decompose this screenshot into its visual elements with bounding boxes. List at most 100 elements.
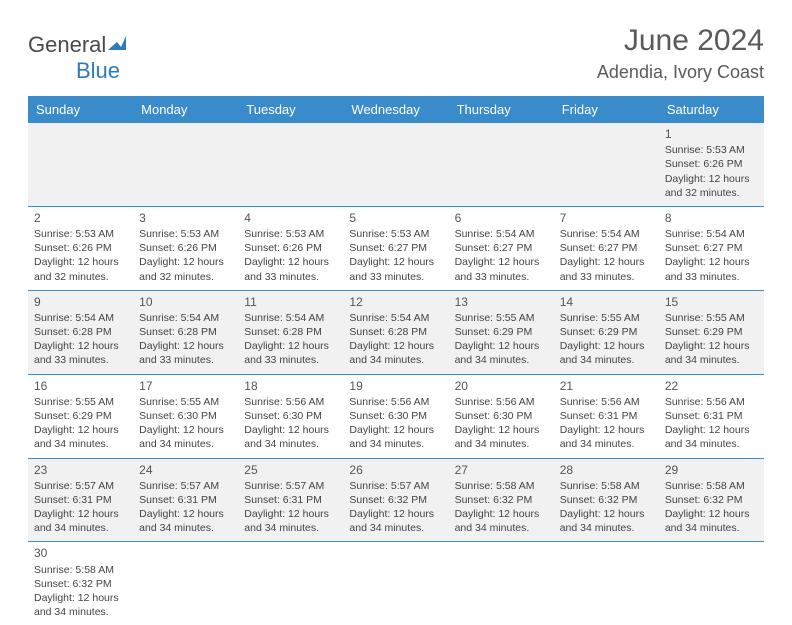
day-cell: 20Sunrise: 5:56 AMSunset: 6:30 PMDayligh…: [449, 374, 554, 458]
day-line: Sunset: 6:31 PM: [665, 409, 758, 423]
day-cell: [449, 542, 554, 625]
day-number: 6: [455, 210, 548, 226]
day-line: Sunrise: 5:56 AM: [665, 395, 758, 409]
day-line: Sunrise: 5:53 AM: [665, 143, 758, 157]
day-line: Sunset: 6:32 PM: [455, 493, 548, 507]
weekday-tuesday: Tuesday: [238, 96, 343, 123]
day-line: Sunrise: 5:58 AM: [560, 479, 653, 493]
day-line: and 34 minutes.: [455, 353, 548, 367]
page: General Blue June 2024 Adendia, Ivory Co…: [0, 0, 792, 625]
day-cell: 21Sunrise: 5:56 AMSunset: 6:31 PMDayligh…: [554, 374, 659, 458]
day-cell: 1Sunrise: 5:53 AMSunset: 6:26 PMDaylight…: [659, 123, 764, 206]
day-line: Sunset: 6:30 PM: [139, 409, 232, 423]
day-line: Sunset: 6:32 PM: [34, 577, 127, 591]
day-line: Daylight: 12 hours: [139, 507, 232, 521]
day-line: and 34 minutes.: [560, 437, 653, 451]
day-cell: 13Sunrise: 5:55 AMSunset: 6:29 PMDayligh…: [449, 290, 554, 374]
day-line: Sunrise: 5:56 AM: [244, 395, 337, 409]
day-line: Daylight: 12 hours: [455, 507, 548, 521]
day-line: Sunset: 6:28 PM: [139, 325, 232, 339]
day-line: Sunset: 6:27 PM: [560, 241, 653, 255]
day-line: Sunrise: 5:53 AM: [139, 227, 232, 241]
day-line: and 32 minutes.: [139, 270, 232, 284]
day-number: 30: [34, 545, 127, 561]
day-line: Sunset: 6:32 PM: [349, 493, 442, 507]
day-cell: [554, 123, 659, 206]
day-line: Sunrise: 5:56 AM: [560, 395, 653, 409]
day-cell: 11Sunrise: 5:54 AMSunset: 6:28 PMDayligh…: [238, 290, 343, 374]
day-cell: 9Sunrise: 5:54 AMSunset: 6:28 PMDaylight…: [28, 290, 133, 374]
day-cell: 29Sunrise: 5:58 AMSunset: 6:32 PMDayligh…: [659, 458, 764, 542]
week-row: 9Sunrise: 5:54 AMSunset: 6:28 PMDaylight…: [28, 290, 764, 374]
day-line: Daylight: 12 hours: [34, 255, 127, 269]
day-line: and 34 minutes.: [665, 437, 758, 451]
day-line: and 33 minutes.: [34, 353, 127, 367]
day-number: 17: [139, 378, 232, 394]
day-cell: 23Sunrise: 5:57 AMSunset: 6:31 PMDayligh…: [28, 458, 133, 542]
day-line: Sunset: 6:31 PM: [560, 409, 653, 423]
day-number: 8: [665, 210, 758, 226]
day-line: Sunrise: 5:57 AM: [244, 479, 337, 493]
day-cell: 10Sunrise: 5:54 AMSunset: 6:28 PMDayligh…: [133, 290, 238, 374]
day-cell: 28Sunrise: 5:58 AMSunset: 6:32 PMDayligh…: [554, 458, 659, 542]
day-line: and 32 minutes.: [34, 270, 127, 284]
day-line: Daylight: 12 hours: [349, 255, 442, 269]
day-line: Sunrise: 5:55 AM: [455, 311, 548, 325]
day-cell: 5Sunrise: 5:53 AMSunset: 6:27 PMDaylight…: [343, 206, 448, 290]
week-row: 16Sunrise: 5:55 AMSunset: 6:29 PMDayligh…: [28, 374, 764, 458]
day-line: and 32 minutes.: [665, 186, 758, 200]
day-line: Daylight: 12 hours: [349, 507, 442, 521]
day-cell: 17Sunrise: 5:55 AMSunset: 6:30 PMDayligh…: [133, 374, 238, 458]
day-line: Sunset: 6:27 PM: [349, 241, 442, 255]
day-line: Sunset: 6:29 PM: [665, 325, 758, 339]
day-line: Daylight: 12 hours: [34, 339, 127, 353]
day-line: Daylight: 12 hours: [665, 255, 758, 269]
day-number: 16: [34, 378, 127, 394]
logo-word1: General: [28, 32, 106, 57]
day-line: Daylight: 12 hours: [455, 339, 548, 353]
day-cell: 2Sunrise: 5:53 AMSunset: 6:26 PMDaylight…: [28, 206, 133, 290]
day-number: 7: [560, 210, 653, 226]
logo-text: General Blue: [28, 32, 128, 84]
week-row: 30Sunrise: 5:58 AMSunset: 6:32 PMDayligh…: [28, 542, 764, 625]
day-number: 11: [244, 294, 337, 310]
day-line: Daylight: 12 hours: [560, 507, 653, 521]
day-line: Daylight: 12 hours: [560, 423, 653, 437]
day-line: Sunset: 6:31 PM: [139, 493, 232, 507]
month-title: June 2024: [597, 24, 764, 58]
day-line: Daylight: 12 hours: [560, 339, 653, 353]
day-line: Sunrise: 5:54 AM: [349, 311, 442, 325]
day-cell: [449, 123, 554, 206]
day-number: 5: [349, 210, 442, 226]
day-line: Daylight: 12 hours: [455, 255, 548, 269]
day-line: Sunset: 6:28 PM: [34, 325, 127, 339]
day-line: Sunset: 6:31 PM: [244, 493, 337, 507]
day-number: 29: [665, 462, 758, 478]
day-line: Daylight: 12 hours: [665, 423, 758, 437]
day-line: Sunset: 6:26 PM: [139, 241, 232, 255]
day-cell: [133, 123, 238, 206]
day-line: Sunset: 6:26 PM: [665, 157, 758, 171]
day-number: 25: [244, 462, 337, 478]
day-cell: 22Sunrise: 5:56 AMSunset: 6:31 PMDayligh…: [659, 374, 764, 458]
day-line: Daylight: 12 hours: [665, 507, 758, 521]
day-line: Daylight: 12 hours: [34, 507, 127, 521]
day-line: Daylight: 12 hours: [139, 339, 232, 353]
day-line: and 34 minutes.: [244, 521, 337, 535]
day-line: Sunrise: 5:58 AM: [455, 479, 548, 493]
day-cell: [238, 123, 343, 206]
day-line: Daylight: 12 hours: [244, 339, 337, 353]
day-line: Sunset: 6:26 PM: [244, 241, 337, 255]
day-line: Sunset: 6:30 PM: [455, 409, 548, 423]
day-line: Daylight: 12 hours: [349, 423, 442, 437]
day-number: 19: [349, 378, 442, 394]
day-line: Sunrise: 5:57 AM: [139, 479, 232, 493]
day-cell: 30Sunrise: 5:58 AMSunset: 6:32 PMDayligh…: [28, 542, 133, 625]
day-cell: 27Sunrise: 5:58 AMSunset: 6:32 PMDayligh…: [449, 458, 554, 542]
week-row: 2Sunrise: 5:53 AMSunset: 6:26 PMDaylight…: [28, 206, 764, 290]
logo-word2: Blue: [28, 58, 120, 83]
day-cell: 24Sunrise: 5:57 AMSunset: 6:31 PMDayligh…: [133, 458, 238, 542]
day-line: Sunset: 6:28 PM: [349, 325, 442, 339]
day-line: and 34 minutes.: [560, 353, 653, 367]
day-line: and 34 minutes.: [455, 437, 548, 451]
